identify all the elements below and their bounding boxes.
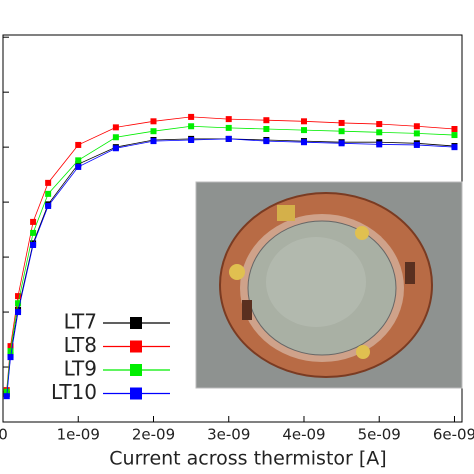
x-axis-label: Current across thermistor [A] xyxy=(109,448,386,470)
point xyxy=(45,190,52,197)
point xyxy=(338,119,345,126)
point xyxy=(338,128,345,135)
point xyxy=(225,116,232,123)
x-tick-label: 0 xyxy=(0,426,8,444)
screw xyxy=(355,226,369,240)
x-tick-label: 4e-09 xyxy=(282,426,325,444)
legend-marker xyxy=(130,340,142,353)
x-tick-label: 5e-09 xyxy=(358,426,401,444)
point xyxy=(413,141,420,148)
disk-highlight xyxy=(266,237,366,327)
point xyxy=(75,157,82,164)
point xyxy=(263,126,270,133)
point xyxy=(15,293,22,300)
point xyxy=(3,393,10,400)
point xyxy=(7,343,14,350)
point xyxy=(225,135,232,142)
point xyxy=(112,145,119,152)
point xyxy=(413,130,420,137)
point xyxy=(3,388,10,395)
point xyxy=(150,118,157,125)
point xyxy=(7,354,14,361)
x-tick-label: 6e-09 xyxy=(433,426,474,444)
series-line xyxy=(6,125,455,392)
point xyxy=(451,126,458,133)
inset-photo xyxy=(195,181,463,389)
point xyxy=(75,141,82,148)
screw xyxy=(356,345,370,359)
legend-marker xyxy=(130,317,142,329)
legend-label: LT8 xyxy=(64,333,97,357)
plot-area xyxy=(2,36,458,423)
x-tick-label: 1e-09 xyxy=(57,426,100,444)
point xyxy=(451,132,458,139)
point xyxy=(75,163,82,170)
x-tick-label: 2e-09 xyxy=(132,426,175,444)
legend-marker xyxy=(130,364,142,376)
point xyxy=(30,241,37,248)
point xyxy=(300,118,307,125)
point xyxy=(15,300,22,307)
photo-border xyxy=(195,181,463,389)
point xyxy=(112,124,119,131)
point xyxy=(225,124,232,131)
point xyxy=(188,136,195,143)
point xyxy=(338,140,345,147)
point xyxy=(112,134,119,141)
legend-label: LT9 xyxy=(64,357,97,381)
series-line xyxy=(6,138,455,395)
point xyxy=(30,218,37,225)
point xyxy=(300,127,307,134)
point xyxy=(30,229,37,236)
point xyxy=(45,179,52,186)
point xyxy=(45,202,52,209)
series-line xyxy=(6,138,455,397)
point xyxy=(300,139,307,146)
point xyxy=(150,128,157,135)
point xyxy=(376,121,383,128)
point xyxy=(451,144,458,151)
point xyxy=(15,309,22,316)
point xyxy=(413,123,420,130)
point xyxy=(188,123,195,130)
x-tick-label: 3e-09 xyxy=(207,426,250,444)
point xyxy=(376,141,383,148)
point xyxy=(7,348,14,355)
legend-label: LT10 xyxy=(51,380,97,404)
legend-marker xyxy=(130,387,142,400)
slot xyxy=(405,262,415,284)
slot xyxy=(242,300,252,320)
series-line xyxy=(6,116,455,391)
point xyxy=(263,138,270,145)
point xyxy=(263,117,270,124)
point xyxy=(376,129,383,136)
screw xyxy=(229,264,245,280)
point xyxy=(150,138,157,145)
legend-label: LT7 xyxy=(64,310,97,334)
connector xyxy=(277,205,295,221)
point xyxy=(188,113,195,120)
